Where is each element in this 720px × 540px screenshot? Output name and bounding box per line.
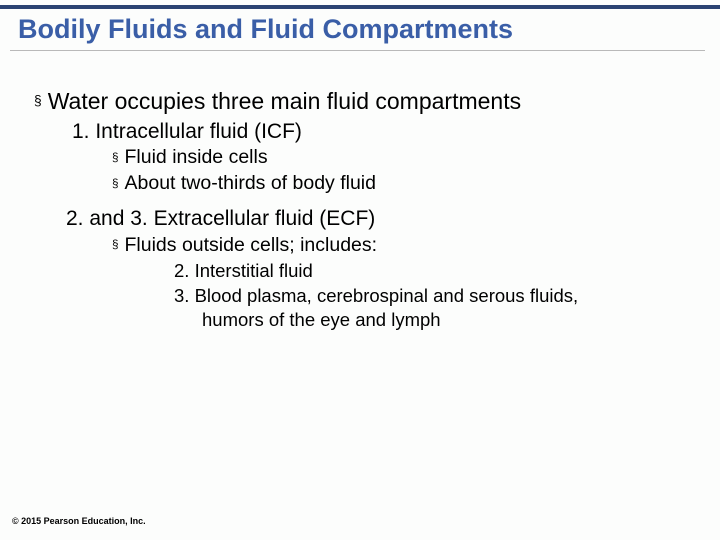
bullet-icon: § [34,93,42,121]
list-item-1-sub-a: § Fluid inside cells [112,146,686,170]
list-item-23-sub-2: 2. Interstitial fluid [174,259,686,282]
bullet-icon: § [112,151,119,175]
slide-title: Bodily Fluids and Fluid Compartments [0,9,720,50]
bullet-icon: § [112,238,119,262]
list-item-text: Fluid inside cells [125,146,268,170]
list-item-text: About two-thirds of body fluid [125,172,376,196]
list-item-1-sub-b: § About two-thirds of body fluid [112,172,686,196]
bullet-icon: § [112,177,119,201]
list-item-23-sub-a: § Fluids outside cells; includes: [112,234,686,258]
slide-body: § Water occupies three main fluid compar… [0,51,720,331]
main-bullet: § Water occupies three main fluid compar… [34,87,686,115]
main-bullet-text: Water occupies three main fluid compartm… [48,87,521,115]
list-item-text: Fluids outside cells; includes: [125,234,378,258]
copyright-footer: © 2015 Pearson Education, Inc. [12,516,146,526]
list-item-23-sub-3-line1: 3. Blood plasma, cerebrospinal and serou… [174,284,686,307]
list-item-23: 2. and 3. Extracellular fluid (ECF) [66,206,686,232]
list-item-23-sub-3-line2: humors of the eye and lymph [202,308,686,331]
accent-bar [0,0,720,9]
list-item-1: 1. Intracellular fluid (ICF) [72,119,686,145]
